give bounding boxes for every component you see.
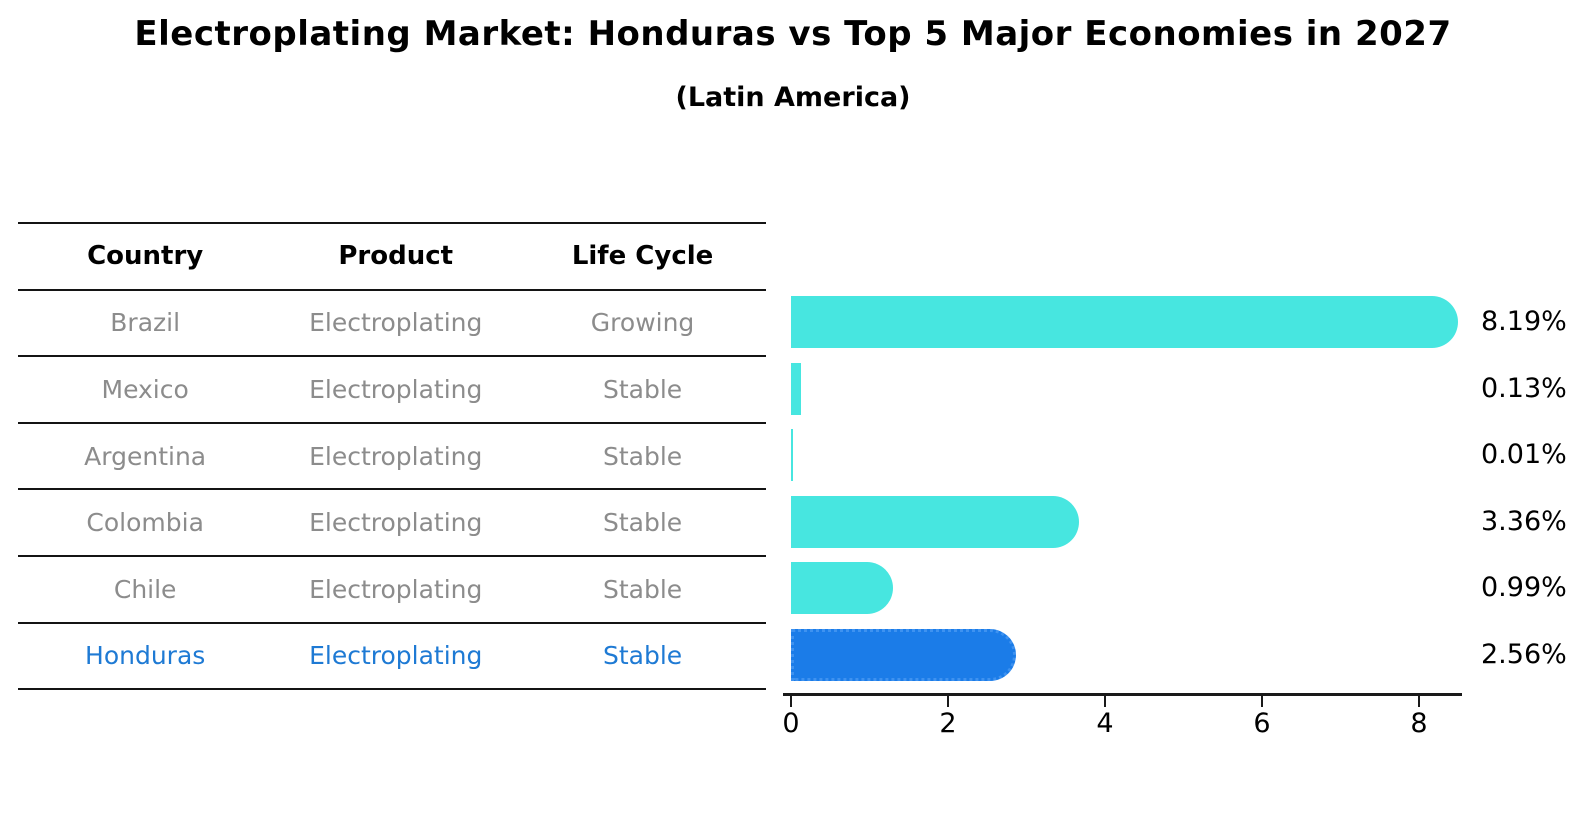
product-cell: Electroplating [309,308,483,338]
bar-colombia [791,495,1079,548]
life-cycle-cell: Growing [590,308,695,338]
x-tick-mark [1104,696,1106,707]
table-row-mexico: Mexico Electroplating Stable [18,355,766,422]
header-life-cycle: Life Cycle [571,241,714,272]
country-cell: Argentina [84,441,207,471]
chart-title: Electroplating Market: Honduras vs Top 5… [134,14,1452,54]
x-tick-mark [1261,696,1263,707]
bar-honduras [791,628,1016,681]
product-cell: Electroplating [309,574,483,604]
country-cell: Colombia [86,508,204,538]
table-row-honduras: Honduras Electroplating Stable [18,621,766,689]
x-tick-label: 8 [1410,708,1428,739]
bar-brazil [791,295,1458,348]
life-cycle-cell: Stable [602,441,683,471]
table-row-brazil: Brazil Electroplating Growing [18,288,766,356]
x-tick-mark [1418,696,1420,707]
x-tick-label: 6 [1253,708,1271,739]
header-country: Country [87,241,204,272]
x-tick-label: 4 [1096,708,1114,739]
value-label-chile: 0.99% [1481,572,1567,604]
table-row-colombia: Colombia Electroplating Stable [18,488,766,555]
country-cell: Chile [113,574,177,604]
life-cycle-cell: Stable [602,641,683,671]
x-axis-line [783,693,1462,696]
value-label-colombia: 3.36% [1481,505,1567,537]
table-header-row: Country Product Life Cycle [18,222,766,289]
chart-subtitle: (Latin America) [675,82,911,113]
value-label-honduras: 2.56% [1481,638,1567,670]
bar-argentina [791,429,793,482]
product-cell: Electroplating [309,508,483,538]
bar-chile [791,562,893,615]
x-tick-mark [790,696,792,707]
x-tick-label: 2 [939,708,957,739]
product-cell: Electroplating [309,374,483,404]
value-label-mexico: 0.13% [1481,372,1567,404]
value-label-brazil: 8.19% [1481,305,1567,337]
value-label-argentina: 0.01% [1481,439,1567,471]
table-row-argentina: Argentina Electroplating Stable [18,421,766,489]
bar-mexico [791,362,802,415]
table-row-chile: Chile Electroplating Stable [18,554,766,622]
x-tick-label: 0 [782,708,800,739]
header-product: Product [338,241,454,272]
country-cell: Mexico [101,374,189,404]
x-tick-mark [947,696,949,707]
country-cell: Brazil [110,308,181,338]
product-cell: Electroplating [309,641,483,671]
country-table: Country Product Life Cycle Brazil Electr… [18,222,766,691]
country-cell: Honduras [85,641,206,671]
life-cycle-cell: Stable [602,574,683,604]
product-cell: Electroplating [309,441,483,471]
life-cycle-cell: Stable [602,508,683,538]
life-cycle-cell: Stable [602,374,683,404]
